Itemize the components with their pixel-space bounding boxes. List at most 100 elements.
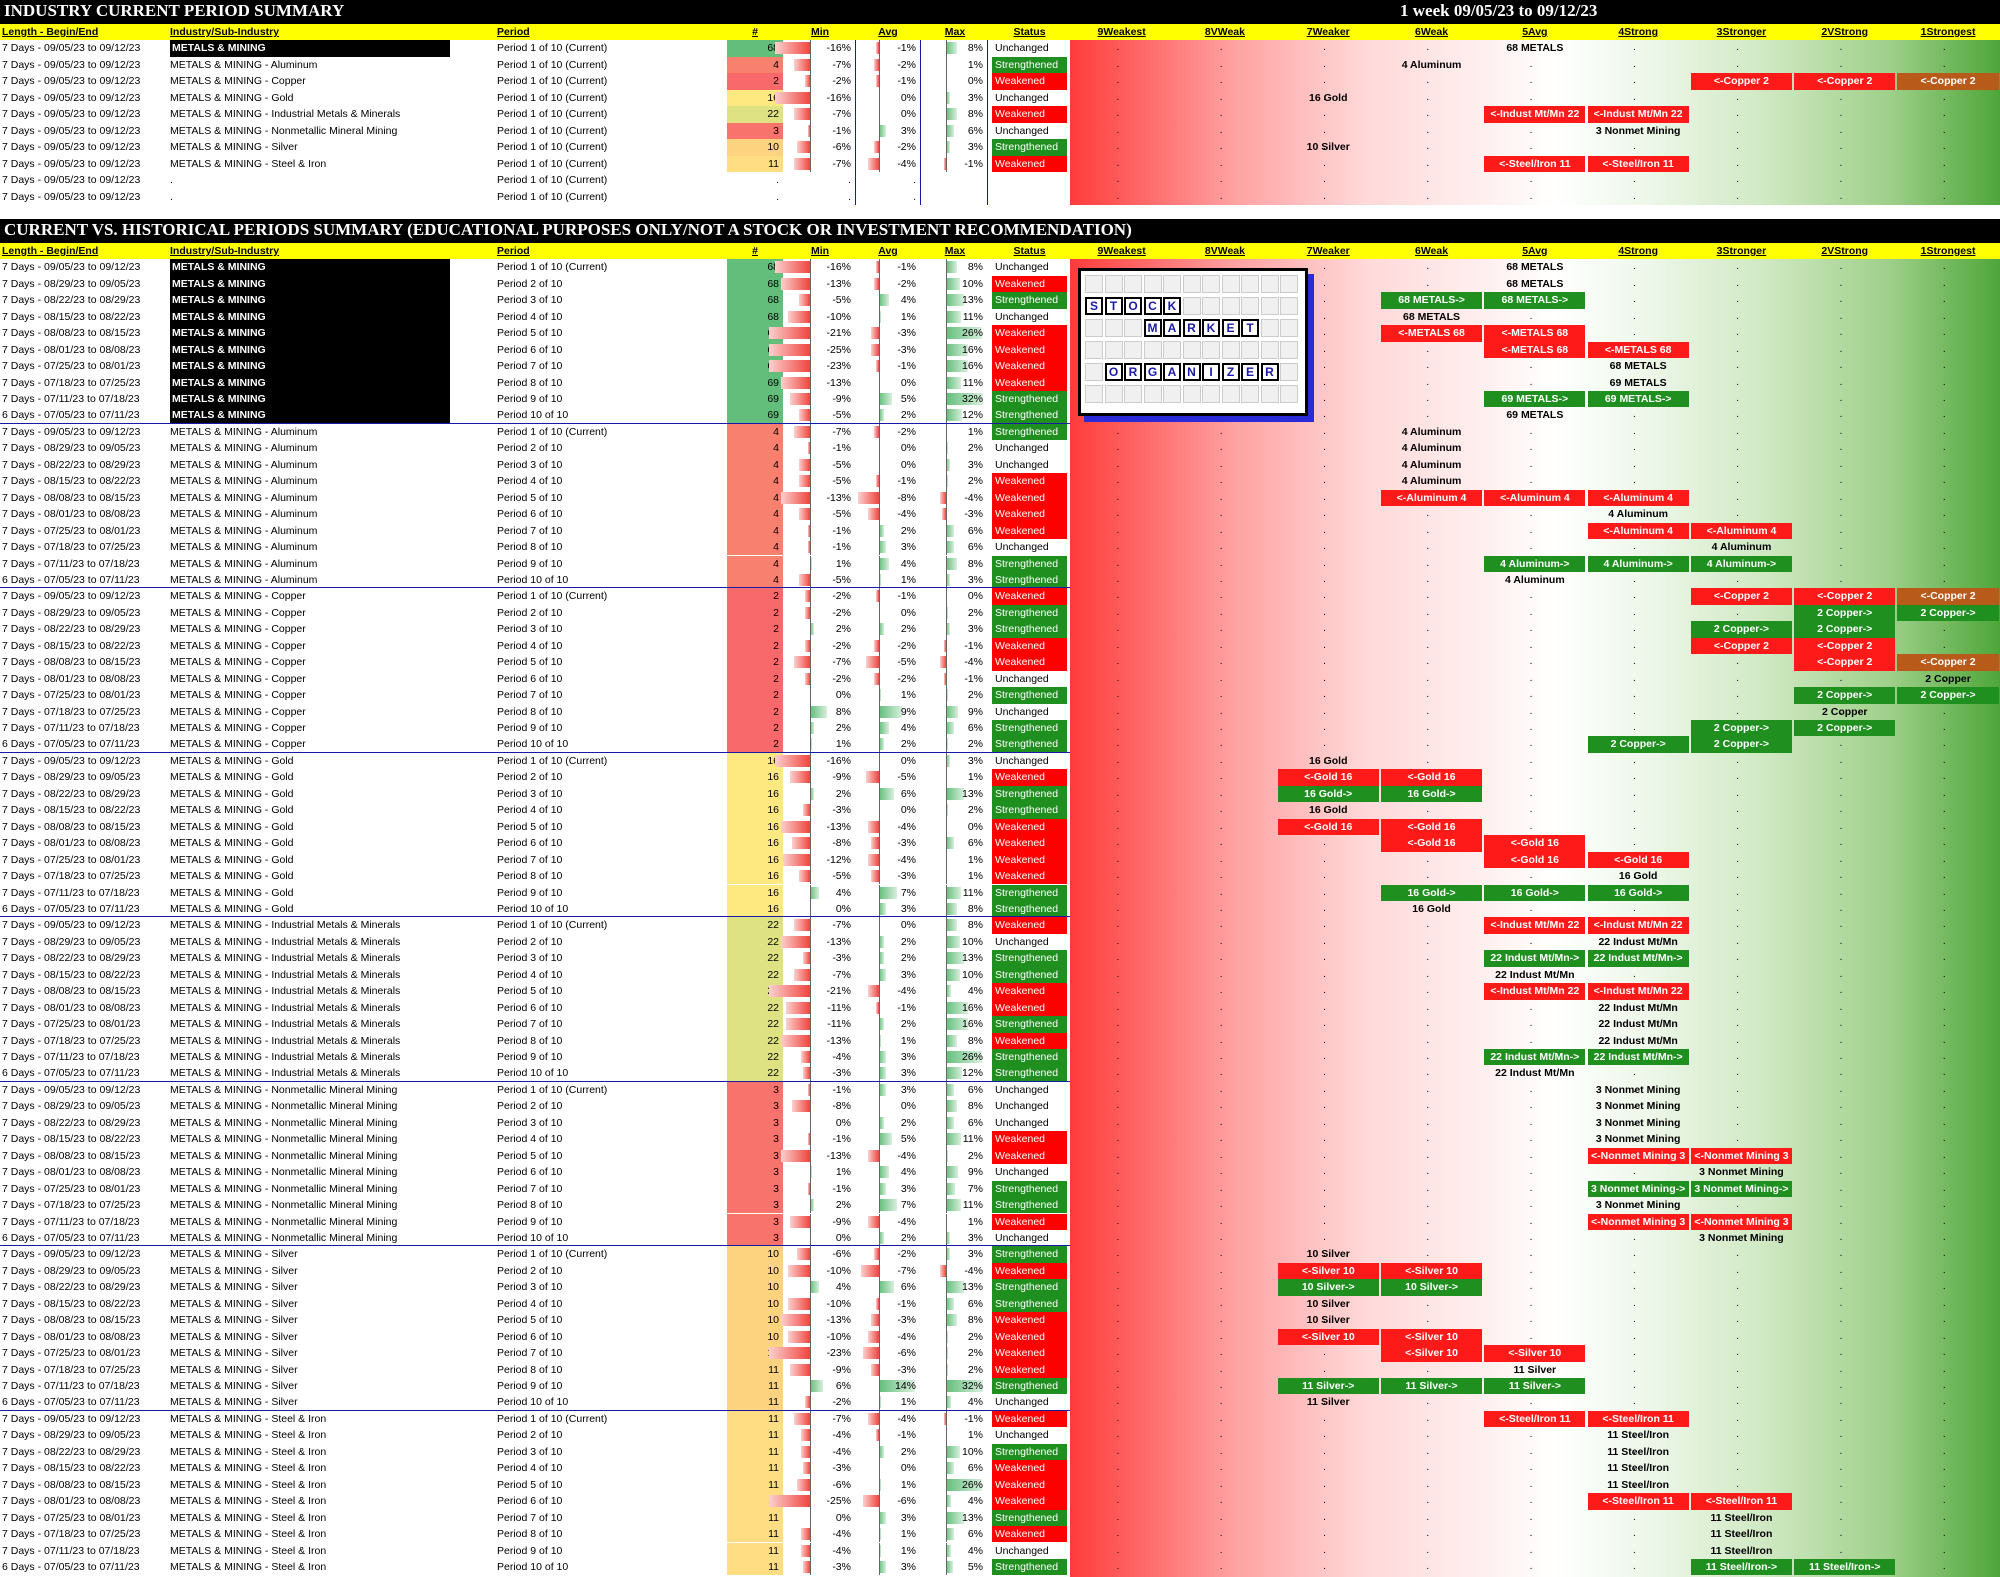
max-cell: 4% <box>967 1396 983 1409</box>
current-period-row[interactable]: 7 Days - 09/05/23 to 09/12/23 METALS & MI… <box>0 155 2000 173</box>
history-row[interactable]: 6 Days - 07/05/23 to 07/11/23 METALS & MI… <box>0 736 2000 753</box>
history-row[interactable]: 7 Days - 07/11/23 to 07/18/23 METALS & MI… <box>0 720 2000 737</box>
history-row[interactable]: 7 Days - 09/05/23 to 09/12/23 METALS & MI… <box>0 259 2000 276</box>
history-row[interactable]: 7 Days - 07/18/23 to 07/25/23 METALS & MI… <box>0 1197 2000 1214</box>
current-period-row[interactable]: 7 Days - 09/05/23 to 09/12/23 METALS & MI… <box>0 56 2000 74</box>
history-row[interactable]: 7 Days - 07/25/23 to 08/01/23 METALS & MI… <box>0 687 2000 704</box>
value-bar <box>945 1100 957 1113</box>
history-row[interactable]: 7 Days - 08/15/23 to 08/22/23 METALS & MI… <box>0 966 2000 984</box>
history-row[interactable]: 7 Days - 08/29/23 to 09/05/23 METALS & MI… <box>0 440 2000 457</box>
history-row[interactable]: 7 Days - 07/11/23 to 07/18/23 METALS & MI… <box>0 555 2000 572</box>
history-row[interactable]: 7 Days - 09/05/23 to 09/12/23 METALS & MI… <box>0 1410 2000 1428</box>
history-row[interactable]: 7 Days - 08/08/23 to 08/15/23 METALS & MI… <box>0 1147 2000 1165</box>
current-period-row[interactable]: 7 Days - 09/05/23 to 09/12/23 METALS & MI… <box>0 89 2000 107</box>
history-row[interactable]: 7 Days - 07/18/23 to 07/25/23 METALS & MI… <box>0 374 2000 391</box>
history-row[interactable]: 7 Days - 08/22/23 to 08/29/23 METALS & MI… <box>0 1279 2000 1296</box>
history-row[interactable]: 7 Days - 08/01/23 to 08/08/23 METALS & MI… <box>0 341 2000 359</box>
history-row[interactable]: 7 Days - 07/18/23 to 07/25/23 METALS & MI… <box>0 868 2000 885</box>
history-row[interactable]: 7 Days - 07/25/23 to 08/01/23 METALS & MI… <box>0 1180 2000 1198</box>
history-row[interactable]: 7 Days - 08/29/23 to 09/05/23 METALS & MI… <box>0 933 2000 951</box>
history-row[interactable]: 7 Days - 08/29/23 to 09/05/23 METALS & MI… <box>0 769 2000 786</box>
history-row[interactable]: 7 Days - 08/08/23 to 08/15/23 METALS & MI… <box>0 325 2000 342</box>
history-row[interactable]: 7 Days - 08/22/23 to 08/29/23 METALS & MI… <box>0 456 2000 474</box>
history-row[interactable]: 7 Days - 08/22/23 to 08/29/23 METALS & MI… <box>0 950 2000 967</box>
history-row[interactable]: 7 Days - 08/01/23 to 08/08/23 METALS & MI… <box>0 1493 2000 1510</box>
history-row[interactable]: 7 Days - 08/08/23 to 08/15/23 METALS & MI… <box>0 1312 2000 1329</box>
bucket-dot: . <box>1632 1018 1636 1030</box>
history-row[interactable]: 7 Days - 09/05/23 to 09/12/23 METALS & MI… <box>0 423 2000 441</box>
history-row[interactable]: 7 Days - 08/22/23 to 08/29/23 METALS & MI… <box>0 1114 2000 1132</box>
current-period-row[interactable]: 7 Days - 09/05/23 to 09/12/23. Period 1 o… <box>0 172 2000 188</box>
history-row[interactable]: 7 Days - 08/29/23 to 09/05/23 METALS & MI… <box>0 604 2000 622</box>
history-row[interactable]: 7 Days - 08/15/23 to 08/22/23 METALS & MI… <box>0 308 2000 326</box>
history-row[interactable]: 7 Days - 08/08/23 to 08/15/23 METALS & MI… <box>0 818 2000 836</box>
bucket-dot: . <box>1116 491 1120 503</box>
history-row[interactable]: 7 Days - 09/05/23 to 09/12/23 METALS & MI… <box>0 588 2000 605</box>
history-row[interactable]: 7 Days - 07/11/23 to 07/18/23 METALS & MI… <box>0 1213 2000 1230</box>
current-period-row[interactable]: 7 Days - 09/05/23 to 09/12/23 METALS & MI… <box>0 40 2000 57</box>
history-row[interactable]: 7 Days - 08/29/23 to 09/05/23 METALS & MI… <box>0 1427 2000 1444</box>
history-row[interactable]: 7 Days - 08/08/23 to 08/15/23 METALS & MI… <box>0 654 2000 671</box>
zero-axis <box>945 818 947 836</box>
history-row[interactable]: 6 Days - 07/05/23 to 07/11/23 METALS & MI… <box>0 900 2000 918</box>
history-row[interactable]: 7 Days - 07/11/23 to 07/18/23 METALS & MI… <box>0 1378 2000 1395</box>
history-row[interactable]: 7 Days - 09/05/23 to 09/12/23 METALS & MI… <box>0 1246 2000 1263</box>
history-row[interactable]: 7 Days - 08/15/23 to 08/22/23 METALS & MI… <box>0 1131 2000 1148</box>
history-row[interactable]: 6 Days - 07/05/23 to 07/11/23 METALS & MI… <box>0 571 2000 589</box>
history-row[interactable]: 6 Days - 07/05/23 to 07/11/23 METALS & MI… <box>0 1558 2000 1576</box>
history-row[interactable]: 7 Days - 08/22/23 to 08/29/23 METALS & MI… <box>0 1443 2000 1461</box>
history-row[interactable]: 7 Days - 07/25/23 to 08/01/23 METALS & MI… <box>0 522 2000 540</box>
history-row[interactable]: 7 Days - 07/11/23 to 07/18/23 METALS & MI… <box>0 391 2000 408</box>
current-period-row[interactable]: 7 Days - 09/05/23 to 09/12/23 METALS & MI… <box>0 73 2000 90</box>
history-row[interactable]: 7 Days - 07/18/23 to 07/25/23 METALS & MI… <box>0 703 2000 720</box>
history-row[interactable]: 7 Days - 09/05/23 to 09/12/23 METALS & MI… <box>0 752 2000 770</box>
history-row[interactable]: 7 Days - 08/01/23 to 08/08/23 METALS & MI… <box>0 1328 2000 1346</box>
history-row[interactable]: 7 Days - 08/01/23 to 08/08/23 METALS & MI… <box>0 506 2000 523</box>
history-row[interactable]: 7 Days - 07/11/23 to 07/18/23 METALS & MI… <box>0 1542 2000 1559</box>
history-row[interactable]: 7 Days - 07/25/23 to 08/01/23 METALS & MI… <box>0 358 2000 375</box>
history-row[interactable]: 7 Days - 07/18/23 to 07/25/23 METALS & MI… <box>0 1526 2000 1543</box>
history-row[interactable]: 7 Days - 08/22/23 to 08/29/23 METALS & MI… <box>0 621 2000 638</box>
value-bar <box>945 1478 983 1491</box>
history-row[interactable]: 7 Days - 07/18/23 to 07/25/23 METALS & MI… <box>0 539 2000 556</box>
history-row[interactable]: 7 Days - 08/15/23 to 08/22/23 METALS & MI… <box>0 637 2000 655</box>
history-row[interactable]: 7 Days - 09/05/23 to 09/12/23 METALS & MI… <box>0 1081 2000 1099</box>
history-row[interactable]: 7 Days - 07/18/23 to 07/25/23 METALS & MI… <box>0 1361 2000 1378</box>
history-row[interactable]: 7 Days - 08/01/23 to 08/08/23 METALS & MI… <box>0 999 2000 1017</box>
bucket-marker: 4 Aluminum-> <box>1690 555 1793 572</box>
bucket-dot: . <box>1736 1133 1740 1145</box>
avg-cell: -4% <box>897 1215 916 1228</box>
history-row[interactable]: 7 Days - 07/11/23 to 07/18/23 METALS & MI… <box>0 1049 2000 1066</box>
history-row[interactable]: 7 Days - 08/01/23 to 08/08/23 METALS & MI… <box>0 670 2000 688</box>
history-row[interactable]: 6 Days - 07/05/23 to 07/11/23 METALS & MI… <box>0 1394 2000 1411</box>
history-row[interactable]: 7 Days - 08/15/23 to 08/22/23 METALS & MI… <box>0 1295 2000 1313</box>
current-period-row[interactable]: 7 Days - 09/05/23 to 09/12/23 METALS & MI… <box>0 139 2000 156</box>
history-row[interactable]: 7 Days - 07/18/23 to 07/25/23 METALS & MI… <box>0 1032 2000 1049</box>
history-row[interactable]: 7 Days - 08/01/23 to 08/08/23 METALS & MI… <box>0 835 2000 852</box>
history-row[interactable]: 7 Days - 08/22/23 to 08/29/23 METALS & MI… <box>0 292 2000 309</box>
history-row[interactable]: 7 Days - 07/25/23 to 08/01/23 METALS & MI… <box>0 1016 2000 1033</box>
history-row[interactable]: 6 Days - 07/05/23 to 07/11/23 METALS & MI… <box>0 407 2000 424</box>
history-row[interactable]: 7 Days - 09/05/23 to 09/12/23 METALS & MI… <box>0 917 2000 934</box>
history-row[interactable]: 7 Days - 08/22/23 to 08/29/23 METALS & MI… <box>0 785 2000 803</box>
bucket-dot: . <box>1323 623 1326 635</box>
history-row[interactable]: 7 Days - 08/08/23 to 08/15/23 METALS & MI… <box>0 1476 2000 1494</box>
history-row[interactable]: 7 Days - 08/29/23 to 09/05/23 METALS & MI… <box>0 1262 2000 1280</box>
history-row[interactable]: 7 Days - 07/25/23 to 08/01/23 METALS & MI… <box>0 851 2000 869</box>
history-row[interactable]: 7 Days - 08/01/23 to 08/08/23 METALS & MI… <box>0 1164 2000 1181</box>
history-row[interactable]: 6 Days - 07/05/23 to 07/11/23 METALS & MI… <box>0 1229 2000 1247</box>
current-period-row[interactable]: 7 Days - 09/05/23 to 09/12/23 METALS & MI… <box>0 106 2000 123</box>
history-row[interactable]: 7 Days - 07/11/23 to 07/18/23 METALS & MI… <box>0 884 2000 901</box>
current-period-row[interactable]: 7 Days - 09/05/23 to 09/12/23. Period 1 o… <box>0 189 2000 205</box>
history-row[interactable]: 7 Days - 08/15/23 to 08/22/23 METALS & MI… <box>0 802 2000 819</box>
history-row[interactable]: 7 Days - 08/29/23 to 09/05/23 METALS & MI… <box>0 275 2000 293</box>
history-row[interactable]: 7 Days - 08/15/23 to 08/22/23 METALS & MI… <box>0 1460 2000 1477</box>
history-row[interactable]: 7 Days - 08/29/23 to 09/05/23 METALS & MI… <box>0 1098 2000 1115</box>
history-row[interactable]: 6 Days - 07/05/23 to 07/11/23 METALS & MI… <box>0 1065 2000 1082</box>
history-row[interactable]: 7 Days - 08/08/23 to 08/15/23 METALS & MI… <box>0 489 2000 507</box>
history-row[interactable]: 7 Days - 07/25/23 to 08/01/23 METALS & MI… <box>0 1509 2000 1527</box>
history-row[interactable]: 7 Days - 08/15/23 to 08/22/23 METALS & MI… <box>0 473 2000 490</box>
history-row[interactable]: 7 Days - 07/25/23 to 08/01/23 METALS & MI… <box>0 1345 2000 1362</box>
history-row[interactable]: 7 Days - 08/08/23 to 08/15/23 METALS & MI… <box>0 983 2000 1000</box>
current-period-row[interactable]: 7 Days - 09/05/23 to 09/12/23 METALS & MI… <box>0 122 2000 140</box>
